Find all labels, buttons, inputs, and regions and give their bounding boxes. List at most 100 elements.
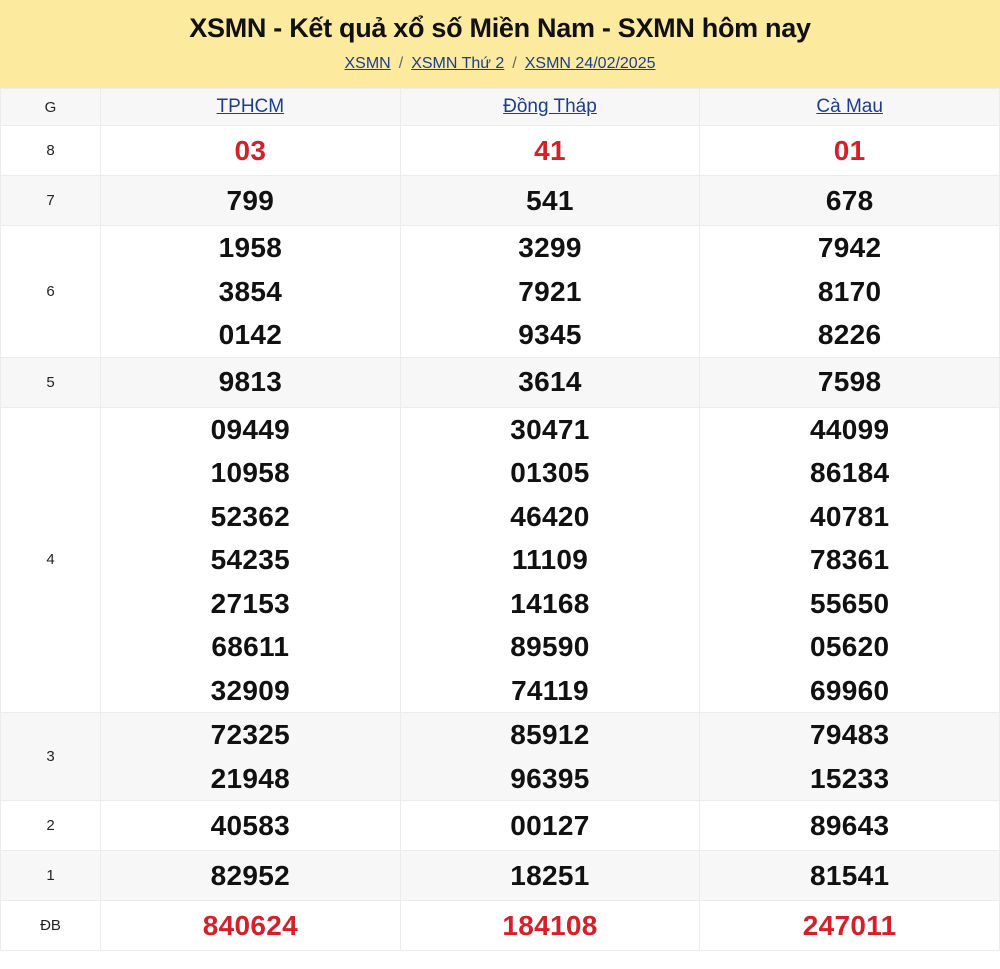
result-cell: 18251 bbox=[399, 850, 701, 901]
result-cell: 541 bbox=[399, 175, 701, 226]
result-number: 30471 bbox=[510, 413, 590, 445]
breadcrumb-xsmn-thu2[interactable]: XSMN Thứ 2 bbox=[411, 55, 505, 72]
result-cell: 03 bbox=[100, 125, 401, 176]
result-cell: 184108 bbox=[399, 900, 701, 951]
result-number: 840624 bbox=[202, 909, 298, 941]
result-number: 54235 bbox=[210, 544, 291, 575]
prize-label: 7 bbox=[0, 175, 101, 226]
result-number: 78361 bbox=[809, 544, 890, 575]
result-number: 15233 bbox=[809, 762, 890, 794]
province-link-tphcm[interactable]: TPHCM bbox=[216, 96, 285, 117]
result-number: 44099 bbox=[809, 413, 890, 445]
result-number: 81541 bbox=[809, 859, 890, 891]
result-number: 82952 bbox=[210, 859, 291, 891]
breadcrumb: XSMN / XSMN Thứ 2 / XSMN 24/02/2025 bbox=[0, 55, 1000, 73]
result-cell: 82952 bbox=[100, 850, 401, 901]
result-number: 85912 bbox=[510, 719, 590, 750]
result-number: 09449 bbox=[210, 413, 291, 445]
result-number: 7921 bbox=[518, 275, 582, 307]
result-cell: 1958 3854 0142 bbox=[100, 225, 401, 358]
result-cell: 9813 bbox=[100, 356, 401, 408]
province-link-ca-mau[interactable]: Cà Mau bbox=[816, 96, 883, 117]
result-cell: 30471 01305 46420 11109 14168 89590 74119 bbox=[399, 406, 701, 713]
result-number: 55650 bbox=[809, 587, 890, 619]
result-number: 46420 bbox=[510, 500, 590, 532]
result-number: 8226 bbox=[817, 319, 882, 350]
province-header: Đồng Tháp bbox=[399, 88, 701, 126]
breadcrumb-separator: / bbox=[512, 55, 517, 72]
result-number: 8170 bbox=[817, 275, 882, 307]
table-row: 1 82952 18251 81541 bbox=[0, 850, 1000, 901]
result-number: 11109 bbox=[511, 544, 589, 575]
result-number: 01 bbox=[833, 134, 866, 166]
result-cell: 40583 bbox=[100, 800, 401, 851]
breadcrumb-separator: / bbox=[398, 55, 404, 72]
result-number: 184108 bbox=[502, 909, 598, 941]
prize-label: 6 bbox=[0, 225, 101, 358]
result-cell: 00127 bbox=[399, 800, 701, 851]
result-number: 14168 bbox=[510, 587, 590, 619]
prize-label: 8 bbox=[0, 125, 101, 176]
prize-label: 1 bbox=[0, 850, 101, 901]
page-header: XSMN - Kết quả xổ số Miền Nam - SXMN hôm… bbox=[0, 0, 1000, 88]
result-number: 72325 bbox=[210, 719, 291, 750]
result-cell: 72325 21948 bbox=[100, 712, 401, 801]
table-row: 6 1958 3854 0142 3299 7921 9345 7942 8170 8226 bbox=[0, 225, 1000, 358]
result-number: 3614 bbox=[518, 366, 582, 398]
result-number: 74119 bbox=[511, 674, 589, 706]
province-header: Cà Mau bbox=[699, 88, 1000, 126]
result-cell: 41 bbox=[399, 125, 701, 176]
result-number: 3299 bbox=[518, 232, 582, 263]
result-number: 7598 bbox=[817, 366, 882, 398]
result-number: 247011 bbox=[802, 909, 897, 941]
prize-label: 2 bbox=[0, 800, 101, 851]
result-cell: 7598 bbox=[699, 356, 1000, 408]
result-number: 68611 bbox=[211, 631, 290, 662]
result-number: 541 bbox=[526, 184, 574, 216]
result-number: 89590 bbox=[510, 631, 590, 662]
result-cell: 247011 bbox=[699, 900, 1000, 951]
table-row: 7 799 541 678 bbox=[0, 175, 1000, 226]
result-number: 27153 bbox=[210, 587, 291, 619]
result-number: 40583 bbox=[210, 809, 291, 841]
result-number: 799 bbox=[226, 184, 275, 216]
result-cell: 81541 bbox=[699, 850, 1000, 901]
result-cell: 3614 bbox=[399, 356, 701, 408]
result-cell: 840624 bbox=[100, 900, 401, 951]
result-number: 05620 bbox=[809, 631, 890, 662]
result-cell: 79483 15233 bbox=[699, 712, 1000, 801]
result-number: 89643 bbox=[809, 809, 890, 841]
province-link-dong-thap[interactable]: Đồng Tháp bbox=[503, 96, 597, 117]
result-cell: 7942 8170 8226 bbox=[699, 225, 1000, 358]
table-row: 3 72325 21948 85912 96395 79483 15233 bbox=[0, 712, 1000, 801]
result-cell: 678 bbox=[699, 175, 1000, 226]
province-header: TPHCM bbox=[100, 88, 401, 126]
result-number: 18251 bbox=[510, 859, 590, 891]
result-number: 1958 bbox=[218, 232, 283, 263]
prize-label: 3 bbox=[0, 712, 101, 801]
page-title: XSMN - Kết quả xổ số Miền Nam - SXMN hôm… bbox=[189, 13, 811, 43]
result-cell: 85912 96395 bbox=[399, 712, 701, 801]
result-number: 52362 bbox=[210, 500, 291, 532]
result-number: 9345 bbox=[518, 319, 582, 350]
table-row: 4 09449 10958 52362 54235 27153 68611 32909 3047… bbox=[0, 406, 1000, 713]
results-table: G TPHCM Đồng Tháp Cà Mau 8 03 41 01 7 799 541 6… bbox=[0, 88, 1000, 951]
result-number: 678 bbox=[825, 184, 874, 216]
breadcrumb-xsmn-date[interactable]: XSMN 24/02/2025 bbox=[524, 55, 656, 72]
result-number: 9813 bbox=[218, 366, 283, 398]
result-number: 00127 bbox=[510, 809, 590, 841]
result-cell: 799 bbox=[100, 175, 401, 226]
result-number: 0142 bbox=[218, 319, 283, 350]
result-number: 40781 bbox=[809, 500, 890, 532]
result-number: 41 bbox=[534, 134, 566, 166]
table-row: 5 9813 3614 7598 bbox=[0, 356, 1000, 408]
result-cell: 09449 10958 52362 54235 27153 68611 32909 bbox=[100, 406, 401, 713]
result-number: 21948 bbox=[210, 762, 291, 794]
result-number: 01305 bbox=[510, 457, 590, 488]
table-row: ĐB 840624 184108 247011 bbox=[0, 900, 1000, 951]
result-cell: 89643 bbox=[699, 800, 1000, 851]
result-cell: 44099 86184 40781 78361 55650 05620 69960 bbox=[699, 406, 1000, 713]
result-cell: 01 bbox=[699, 125, 1000, 176]
breadcrumb-xsmn[interactable]: XSMN bbox=[344, 55, 391, 72]
result-number: 69960 bbox=[809, 674, 890, 706]
